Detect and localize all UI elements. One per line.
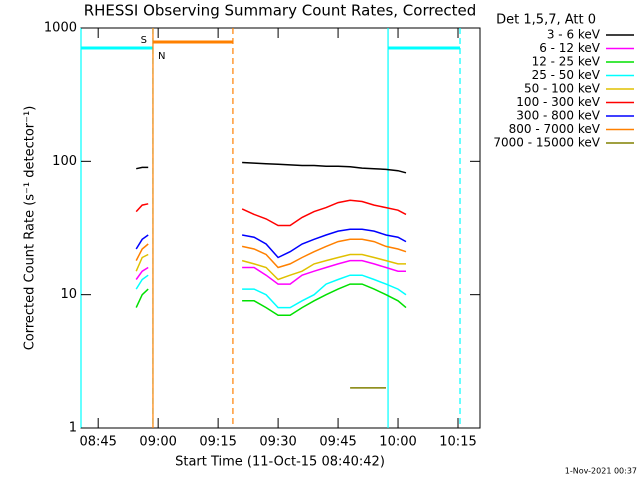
x-tick-label: 08:45: [79, 435, 116, 450]
legend-label: 12 - 25 keV: [532, 55, 601, 69]
x-tick-label: 10:15: [439, 435, 476, 450]
legend-label: 800 - 7000 keV: [509, 122, 601, 136]
legend-label: 25 - 50 keV: [532, 68, 601, 82]
series-line: [135, 238, 407, 269]
legend-label: 100 - 300 keV: [516, 95, 600, 109]
footer: 1-Nov-2021 00:37: [565, 467, 637, 476]
x-axis-label: Start Time (11-Oct-15 08:40:42): [175, 455, 385, 470]
interval-label: N: [158, 51, 165, 62]
y-tick-label: 10: [60, 287, 77, 302]
series-line: [135, 259, 406, 285]
x-tick-label: 09:30: [259, 435, 296, 450]
y-tick-label: 100: [52, 154, 77, 169]
legend-label: 6 - 12 keV: [539, 41, 601, 55]
x-tick-label: 10:00: [379, 435, 416, 450]
x-tick-label: 09:45: [319, 435, 356, 450]
y-tick-label: 1: [69, 421, 77, 436]
series-line: [135, 253, 406, 281]
interval-label: S: [141, 35, 147, 46]
chart-title: RHESSI Observing Summary Count Rates, Co…: [84, 2, 477, 20]
x-tick-label: 09:00: [139, 435, 176, 450]
series-line: [136, 161, 407, 174]
series-line: [135, 283, 407, 317]
legend-label: 3 - 6 keV: [547, 28, 601, 42]
y-axis-label: Corrected Count Rate (s⁻¹ detector⁻¹): [23, 106, 38, 351]
series-line: [135, 274, 407, 309]
series-line: [135, 199, 407, 227]
legend-title: Det 1,5,7, Att 0: [496, 13, 596, 28]
x-tick-label: 09:15: [199, 435, 236, 450]
legend-label: 50 - 100 keV: [524, 82, 601, 96]
legend-label: 300 - 800 keV: [516, 109, 600, 123]
y-tick-label: 1000: [44, 21, 77, 36]
series-line: [135, 228, 407, 259]
legend-label: 7000 - 15000 keV: [493, 136, 600, 150]
